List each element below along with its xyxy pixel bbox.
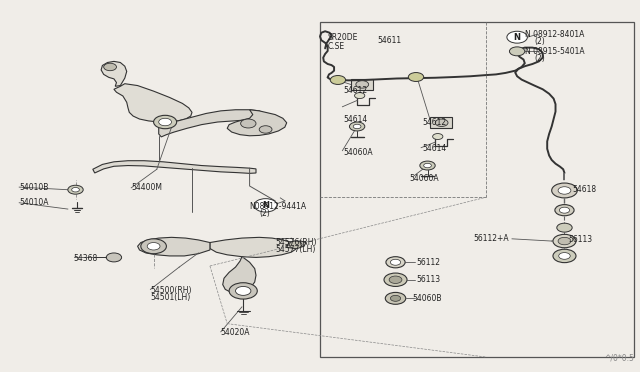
Circle shape [557, 223, 572, 232]
Circle shape [553, 249, 576, 263]
Circle shape [389, 276, 402, 283]
Text: 56112+A: 56112+A [474, 234, 509, 243]
Circle shape [154, 115, 177, 129]
Text: 54060B: 54060B [413, 294, 442, 303]
Text: 54400M: 54400M [131, 183, 162, 192]
Polygon shape [223, 257, 256, 293]
Polygon shape [227, 110, 287, 136]
Text: N 08912-8401A: N 08912-8401A [525, 30, 584, 39]
Circle shape [106, 253, 122, 262]
Text: 54501(LH): 54501(LH) [150, 293, 191, 302]
Circle shape [330, 76, 346, 84]
Text: 54010A: 54010A [19, 198, 49, 207]
Text: ^/0*0.5: ^/0*0.5 [604, 354, 634, 363]
Text: 54060A: 54060A [343, 148, 372, 157]
Text: 54576(RH): 54576(RH) [275, 238, 317, 247]
Text: (2): (2) [534, 37, 545, 46]
Text: 54577(LH): 54577(LH) [275, 246, 316, 254]
Text: N: N [262, 201, 269, 210]
Circle shape [435, 119, 448, 126]
Circle shape [558, 187, 571, 194]
Polygon shape [138, 237, 210, 256]
Polygon shape [351, 79, 373, 90]
Text: 54614: 54614 [343, 115, 367, 124]
Circle shape [555, 205, 574, 216]
Text: 54612: 54612 [343, 86, 367, 94]
Polygon shape [287, 241, 306, 248]
Text: 56113: 56113 [416, 275, 440, 284]
Circle shape [159, 118, 172, 126]
Circle shape [141, 239, 166, 254]
Circle shape [552, 183, 577, 198]
Bar [320, 22, 634, 357]
Circle shape [390, 295, 401, 301]
Circle shape [390, 259, 401, 265]
Circle shape [386, 257, 405, 268]
Circle shape [241, 119, 256, 128]
Text: 54020A: 54020A [221, 328, 250, 337]
Text: N 08915-5401A: N 08915-5401A [525, 47, 584, 56]
Circle shape [259, 126, 272, 133]
Text: 54500(RH): 54500(RH) [150, 286, 192, 295]
Circle shape [104, 63, 116, 71]
Text: 56113: 56113 [568, 235, 593, 244]
Text: (2): (2) [534, 54, 545, 63]
Text: 54614: 54614 [422, 144, 447, 153]
Text: 54611: 54611 [378, 36, 402, 45]
Circle shape [72, 187, 79, 192]
Polygon shape [430, 117, 452, 128]
Text: (2): (2) [259, 209, 270, 218]
Circle shape [408, 73, 424, 81]
Circle shape [349, 122, 365, 131]
Circle shape [559, 253, 570, 259]
Text: 54010B: 54010B [19, 183, 49, 192]
Circle shape [553, 234, 576, 248]
Text: N08912-9441A: N08912-9441A [250, 202, 307, 211]
Circle shape [433, 134, 443, 140]
Circle shape [507, 31, 527, 43]
Circle shape [558, 237, 571, 245]
Circle shape [384, 273, 407, 286]
Text: 56112: 56112 [416, 258, 440, 267]
Text: N: N [514, 33, 520, 42]
Circle shape [147, 243, 160, 250]
Circle shape [355, 93, 365, 99]
Text: 54612: 54612 [422, 118, 447, 127]
Polygon shape [101, 61, 127, 86]
Polygon shape [210, 237, 296, 257]
Text: C.SE: C.SE [328, 42, 345, 51]
Circle shape [509, 47, 525, 56]
Polygon shape [114, 84, 192, 122]
Circle shape [353, 124, 361, 129]
Circle shape [254, 199, 277, 212]
Circle shape [559, 207, 570, 213]
Circle shape [229, 283, 257, 299]
Circle shape [420, 161, 435, 170]
Circle shape [424, 163, 431, 168]
Circle shape [289, 241, 302, 248]
Polygon shape [93, 161, 256, 173]
Circle shape [356, 81, 369, 88]
Text: 54060A: 54060A [410, 174, 439, 183]
Circle shape [236, 286, 251, 295]
Circle shape [68, 185, 83, 194]
Text: 54368: 54368 [74, 254, 98, 263]
Circle shape [385, 292, 406, 304]
Polygon shape [159, 110, 264, 137]
Text: SR20DE: SR20DE [328, 33, 358, 42]
Text: 54618: 54618 [573, 185, 597, 194]
